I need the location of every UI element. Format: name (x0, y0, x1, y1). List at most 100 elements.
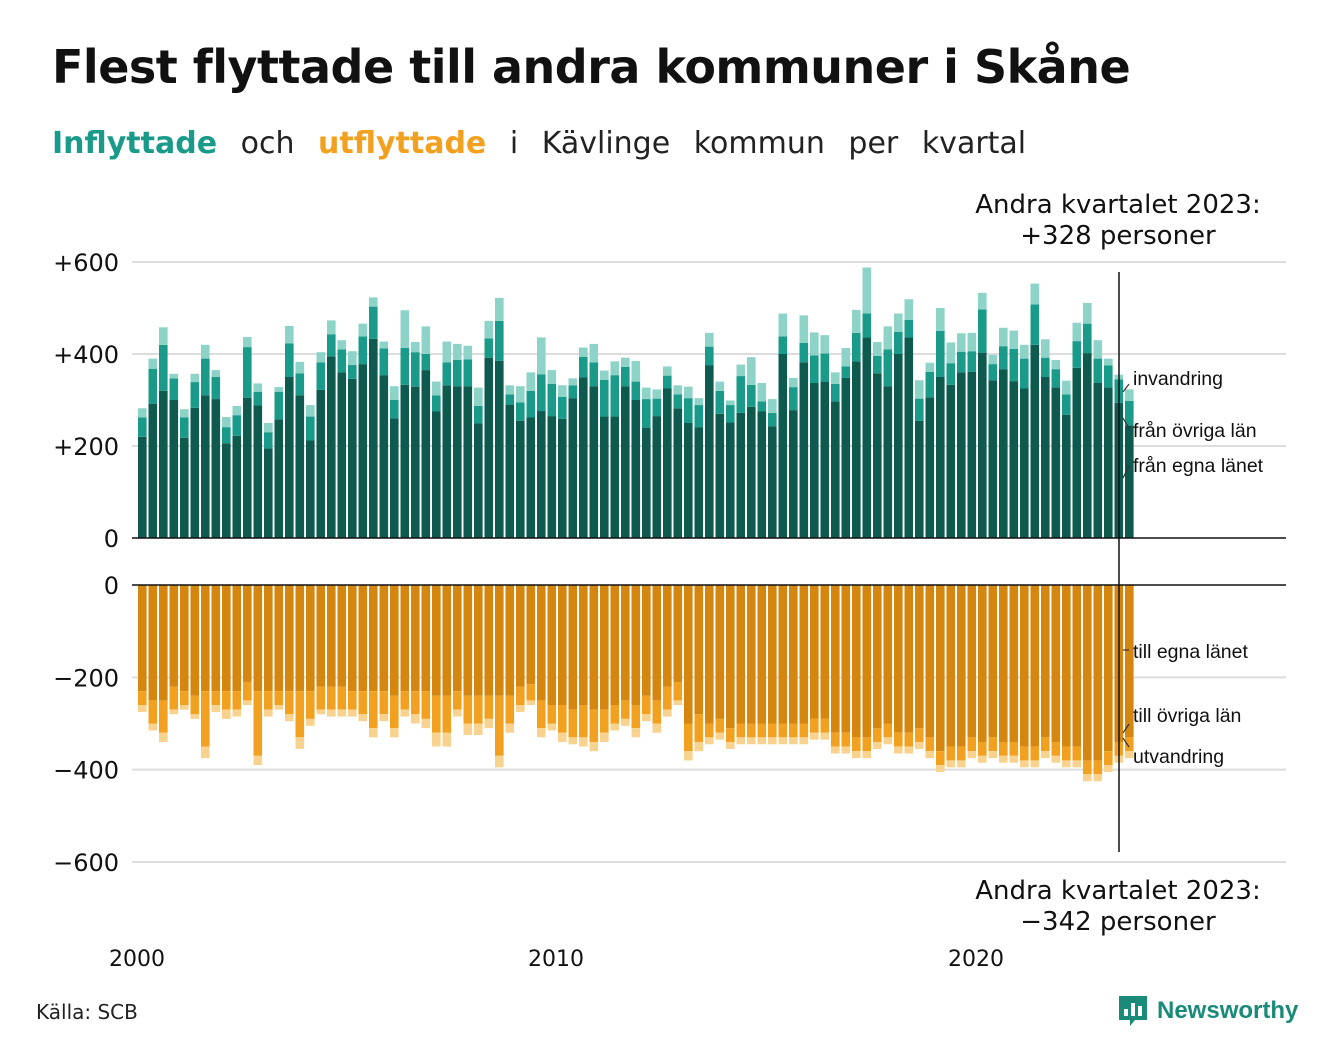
bar-out-egna (190, 585, 200, 696)
bar-in-utland (169, 373, 179, 379)
bar-out-utland (694, 741, 704, 752)
bar-in-egna (253, 405, 263, 538)
bar-out-utland (852, 751, 861, 759)
bar-in-ovriga (390, 400, 399, 419)
bar-in-ovriga (169, 378, 179, 400)
bar-in-egna (169, 400, 179, 538)
bar-in-utland (915, 380, 924, 399)
bar-in-utland (327, 320, 336, 335)
bar-out-egna (1051, 585, 1061, 742)
bar-in-utland (495, 297, 504, 321)
bar-in-egna (936, 377, 945, 538)
bar-in-egna (736, 412, 746, 538)
bar-in-ovriga (610, 375, 620, 417)
bar-out-egna (579, 585, 588, 706)
bar-in-utland (936, 308, 945, 331)
bar-in-ovriga (442, 362, 452, 386)
bar-out-egna (169, 585, 179, 687)
bar-in-utland (1104, 358, 1113, 366)
bar-out-egna (883, 585, 893, 724)
bar-in-egna (684, 423, 693, 538)
bar-in-egna (1083, 353, 1092, 538)
bar-in-ovriga (600, 379, 609, 417)
bar-out-egna (358, 585, 368, 692)
bar-in-ovriga (537, 374, 546, 412)
bar-out-utland (684, 751, 693, 761)
bar-out-utland (243, 700, 252, 706)
bar-out-egna (348, 585, 357, 692)
bar-out-ovriga (894, 732, 903, 747)
bar-in-utland (736, 364, 746, 377)
bar-in-ovriga (421, 354, 431, 371)
bar-in-ovriga (904, 319, 914, 338)
bar-out-egna (337, 585, 347, 687)
bar-in-utland (1072, 322, 1082, 342)
y-tick-label-top: +200 (53, 433, 119, 461)
bar-in-egna (652, 416, 662, 538)
bar-out-egna (978, 585, 987, 742)
bar-out-ovriga (421, 691, 431, 719)
bar-in-ovriga (1041, 357, 1050, 377)
bar-in-egna (138, 436, 147, 538)
bar-in-ovriga (589, 362, 599, 387)
bar-in-ovriga (484, 338, 494, 358)
bar-out-egna (148, 585, 158, 701)
bar-in-egna (1062, 414, 1071, 538)
bar-in-egna (211, 399, 221, 538)
bar-out-egna (663, 585, 672, 687)
bar-out-egna (232, 585, 242, 692)
y-tick-label-top: +600 (53, 249, 119, 277)
bar-in-egna (747, 406, 756, 538)
bar-in-utland (631, 360, 641, 382)
bar-out-utland (915, 741, 924, 749)
bar-out-egna (1072, 585, 1082, 747)
bar-out-egna (295, 585, 305, 692)
bar-out-ovriga (673, 681, 683, 701)
bar-in-utland (379, 341, 389, 349)
bar-in-ovriga (1062, 394, 1071, 415)
bar-out-ovriga (400, 691, 410, 710)
subtitle-utflyttade: utflyttade (318, 126, 487, 161)
bar-in-utland (600, 370, 609, 380)
bar-in-ovriga (642, 399, 651, 428)
bar-out-utland (526, 700, 536, 706)
bar-in-ovriga (148, 368, 158, 404)
bar-in-utland (610, 361, 620, 376)
bar-out-ovriga (904, 732, 914, 747)
bar-in-ovriga (967, 351, 977, 372)
annotation-top-line1: Andra kvartalet 2023: (975, 190, 1260, 220)
bar-out-egna (180, 585, 189, 692)
bar-in-utland (201, 344, 210, 359)
bar-in-utland (684, 386, 693, 399)
bar-out-ovriga (1041, 737, 1050, 752)
bar-in-egna (841, 377, 851, 538)
bar-in-ovriga (631, 381, 641, 400)
series-label-bottom: till övriga län (1133, 705, 1241, 727)
newsworthy-logo-icon (1119, 996, 1147, 1026)
bar-in-utland (222, 417, 231, 428)
bar-out-egna (516, 585, 525, 687)
bar-in-utland (1051, 359, 1061, 370)
bar-in-egna (547, 416, 557, 538)
bar-in-utland (852, 309, 861, 333)
bar-out-ovriga (579, 705, 588, 738)
bar-in-egna (915, 420, 924, 538)
y-tick-label-bottom: −200 (53, 664, 119, 692)
bar-in-utland (967, 332, 977, 352)
bar-out-ovriga (1009, 741, 1019, 756)
bar-in-utland (862, 267, 872, 314)
bar-out-egna (631, 585, 641, 706)
bar-out-egna (411, 585, 420, 692)
bar-out-utland (537, 728, 546, 738)
bar-in-ovriga (810, 355, 819, 383)
bar-in-ovriga (190, 382, 200, 408)
bar-out-egna (379, 585, 389, 692)
bar-in-egna (894, 354, 903, 538)
bar-out-ovriga (810, 718, 819, 733)
bar-out-ovriga (201, 691, 210, 747)
bar-out-egna (547, 585, 557, 706)
bar-in-egna (274, 419, 284, 538)
bar-in-utland (1030, 283, 1040, 305)
bar-in-utland (820, 335, 830, 354)
bar-in-egna (537, 411, 546, 538)
